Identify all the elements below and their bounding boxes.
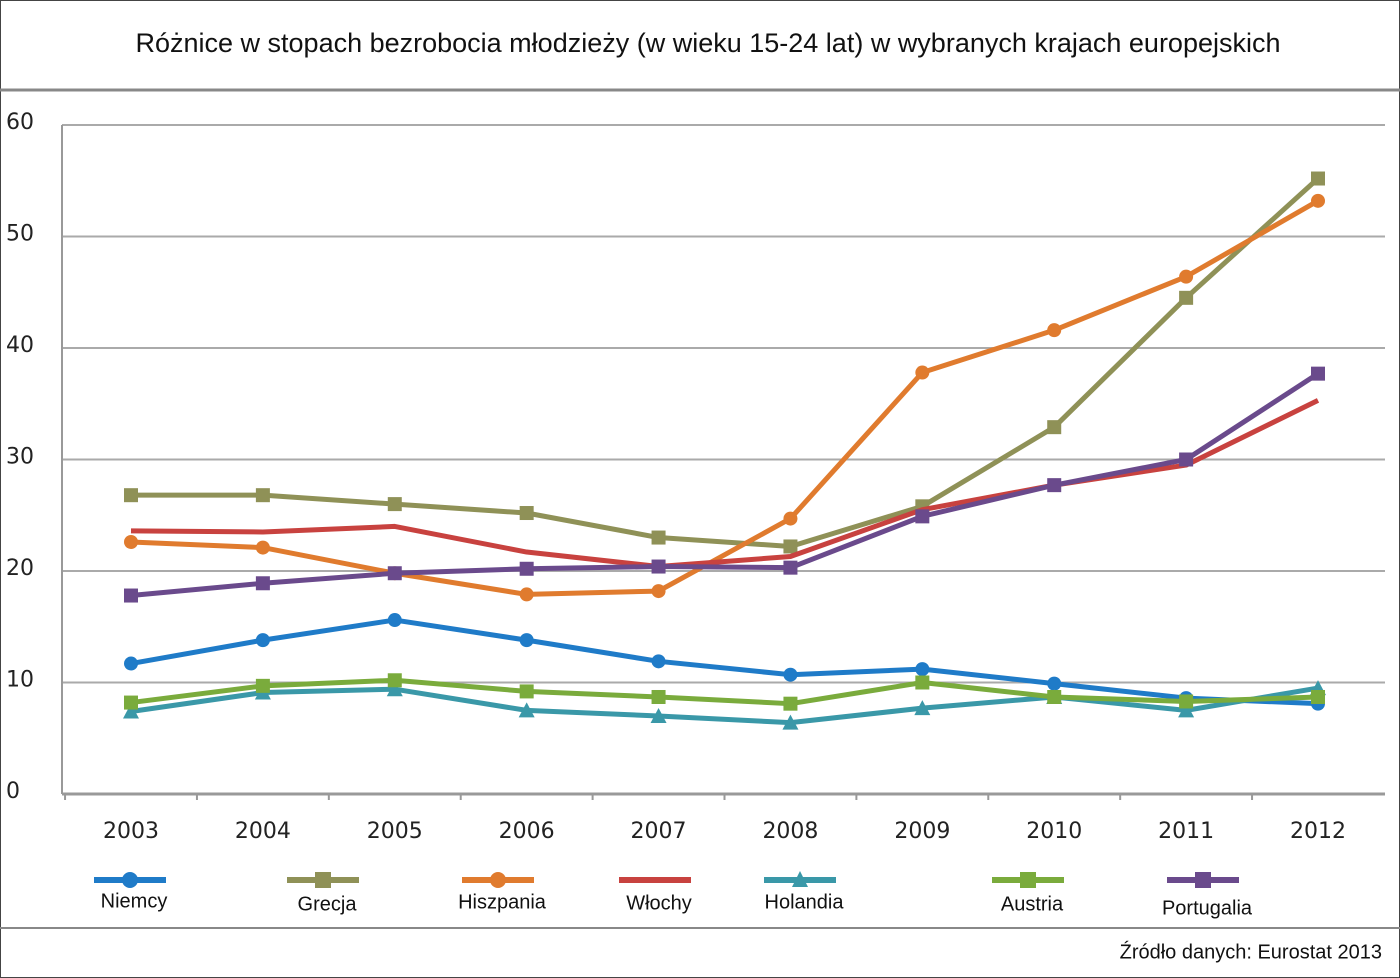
x-tick-label: 2003	[103, 819, 159, 844]
marker	[519, 684, 534, 699]
legend-marker	[1195, 872, 1211, 888]
y-tick-label: 0	[6, 779, 20, 804]
marker	[783, 539, 798, 554]
x-tick-label: 2004	[235, 819, 291, 844]
marker	[915, 365, 930, 380]
legend-marker	[1020, 872, 1036, 888]
marker	[1311, 193, 1325, 208]
x-tick-label: 2010	[1026, 819, 1082, 844]
marker	[255, 576, 270, 591]
marker	[1047, 689, 1062, 704]
marker	[651, 584, 666, 599]
marker	[1178, 702, 1195, 718]
y-tick-label: 10	[6, 668, 34, 693]
marker	[1179, 694, 1194, 709]
legend-label: Niemcy	[101, 890, 168, 912]
legend-marker	[315, 872, 331, 888]
marker	[519, 506, 534, 521]
x-tick-label: 2011	[1158, 819, 1214, 844]
marker	[1047, 676, 1062, 691]
marker	[124, 656, 138, 671]
legend-label: Portugalia	[1162, 897, 1253, 919]
y-tick-label: 50	[6, 222, 34, 247]
marker	[651, 654, 666, 669]
marker	[1311, 171, 1325, 186]
marker	[1047, 420, 1062, 435]
legend-label: Grecja	[298, 893, 358, 915]
legend-marker	[792, 871, 808, 887]
y-tick-label: 60	[6, 110, 34, 135]
series-line	[130, 617, 1319, 707]
marker	[255, 488, 270, 503]
marker	[1311, 366, 1325, 381]
legend-label: Hiszpania	[458, 891, 547, 913]
marker	[124, 488, 138, 503]
marker	[651, 559, 666, 574]
marker	[124, 695, 138, 710]
marker	[650, 707, 667, 723]
x-tick-label: 2007	[631, 819, 687, 844]
legend-marker	[490, 872, 506, 888]
marker	[651, 689, 666, 704]
legend-label: Austria	[1001, 893, 1064, 915]
marker	[1179, 452, 1194, 467]
source: Źródło danych: Eurostat 2013	[1120, 940, 1382, 963]
marker	[1047, 478, 1062, 493]
chart-title: Różnice w stopach bezrobocia młodzieży (…	[135, 28, 1280, 58]
legend-label: Holandia	[765, 891, 845, 913]
x-tick-label: 2012	[1290, 819, 1346, 844]
marker	[387, 497, 402, 512]
marker	[519, 561, 534, 576]
legend-label: Włochy	[626, 892, 692, 914]
x-tick-label: 2008	[762, 819, 818, 844]
y-tick-label: 40	[6, 333, 34, 358]
marker	[783, 696, 798, 711]
marker	[1311, 689, 1325, 704]
marker	[255, 633, 270, 648]
marker	[519, 587, 534, 602]
series-line	[130, 677, 1319, 707]
y-tick-label: 20	[6, 556, 34, 581]
marker	[915, 509, 930, 524]
series-line	[130, 198, 1320, 597]
marker	[518, 702, 535, 718]
x-tick-label: 2005	[367, 819, 423, 844]
marker	[124, 535, 138, 550]
x-tick-label: 2009	[894, 819, 950, 844]
marker	[651, 530, 666, 545]
marker	[783, 511, 798, 526]
series-line	[131, 176, 1320, 549]
marker	[387, 613, 402, 628]
marker	[783, 667, 798, 682]
marker	[386, 681, 403, 697]
series-line	[130, 685, 1319, 726]
marker	[519, 633, 534, 648]
marker	[782, 714, 799, 730]
marker	[914, 700, 931, 716]
marker	[387, 566, 402, 581]
series-line	[130, 371, 1320, 599]
marker	[1047, 323, 1062, 338]
marker	[1179, 269, 1194, 284]
marker	[255, 540, 270, 555]
marker	[255, 678, 270, 693]
marker	[123, 703, 139, 719]
x-tick-label: 2006	[499, 819, 555, 844]
series-line	[130, 398, 1320, 570]
marker	[915, 675, 930, 690]
marker	[783, 560, 798, 575]
marker	[915, 662, 930, 677]
y-tick-label: 30	[6, 445, 34, 470]
marker	[124, 588, 138, 603]
marker	[1179, 290, 1194, 305]
marker	[387, 673, 402, 688]
legend-marker	[122, 872, 138, 888]
